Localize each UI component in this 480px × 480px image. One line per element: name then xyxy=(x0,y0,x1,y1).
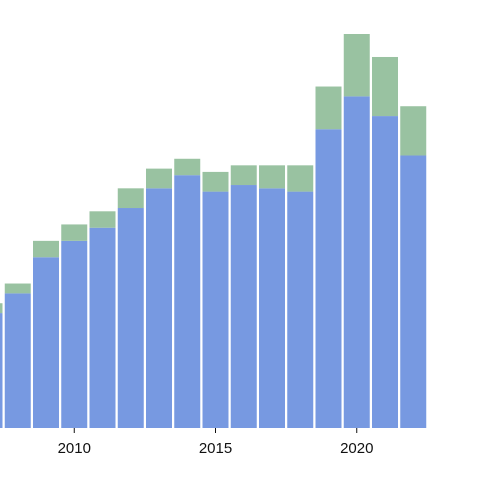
x-axis-ticks: 2010 2015 2020 xyxy=(58,428,373,457)
bar-2016-segment-1 xyxy=(230,185,257,428)
bar-2013-segment-1 xyxy=(146,188,172,428)
x-tick-label-2010: 2010 xyxy=(58,440,91,457)
bar-2012-segment-2 xyxy=(117,188,144,209)
bar-2020-segment-2 xyxy=(343,34,370,97)
bar-2011-segment-2 xyxy=(89,211,116,228)
bar-2022-segment-1 xyxy=(400,155,427,429)
bar-2019-segment-1 xyxy=(315,129,342,428)
bar-2016-segment-2 xyxy=(230,165,257,186)
bar-2019-segment-2 xyxy=(315,86,342,130)
bar-2020-segment-1 xyxy=(343,96,370,428)
bar-2009-segment-1 xyxy=(33,257,59,428)
bar-2022-segment-2 xyxy=(400,106,427,156)
bar-2008-segment-1 xyxy=(4,293,31,428)
bar-2021-segment-2 xyxy=(372,56,398,117)
bar-2018-segment-1 xyxy=(287,191,314,428)
bar-2018-segment-2 xyxy=(287,165,314,192)
bar-2010-segment-2 xyxy=(61,224,88,241)
bar-2009-segment-2 xyxy=(33,240,59,258)
bar-2012-segment-1 xyxy=(117,208,144,428)
x-tick-label-2015: 2015 xyxy=(199,440,232,457)
bar-2007-segment-2 xyxy=(0,303,3,314)
bar-2017-segment-2 xyxy=(259,165,285,189)
bar-2021-segment-1 xyxy=(372,116,398,428)
bar-2017-segment-1 xyxy=(259,188,285,428)
x-tick-label-2020: 2020 xyxy=(340,440,373,457)
bar-2014-segment-2 xyxy=(174,158,201,176)
bar-2015-segment-1 xyxy=(202,191,229,428)
bar-2010-segment-1 xyxy=(61,240,88,428)
bar-2008-segment-2 xyxy=(4,283,31,294)
bar-2015-segment-2 xyxy=(202,171,229,192)
bar-2014-segment-1 xyxy=(174,175,201,428)
bar-2007-segment-1 xyxy=(0,313,3,428)
bar-2013-segment-2 xyxy=(146,168,172,189)
bar-2011-segment-1 xyxy=(89,227,116,428)
bars-group xyxy=(0,34,427,429)
